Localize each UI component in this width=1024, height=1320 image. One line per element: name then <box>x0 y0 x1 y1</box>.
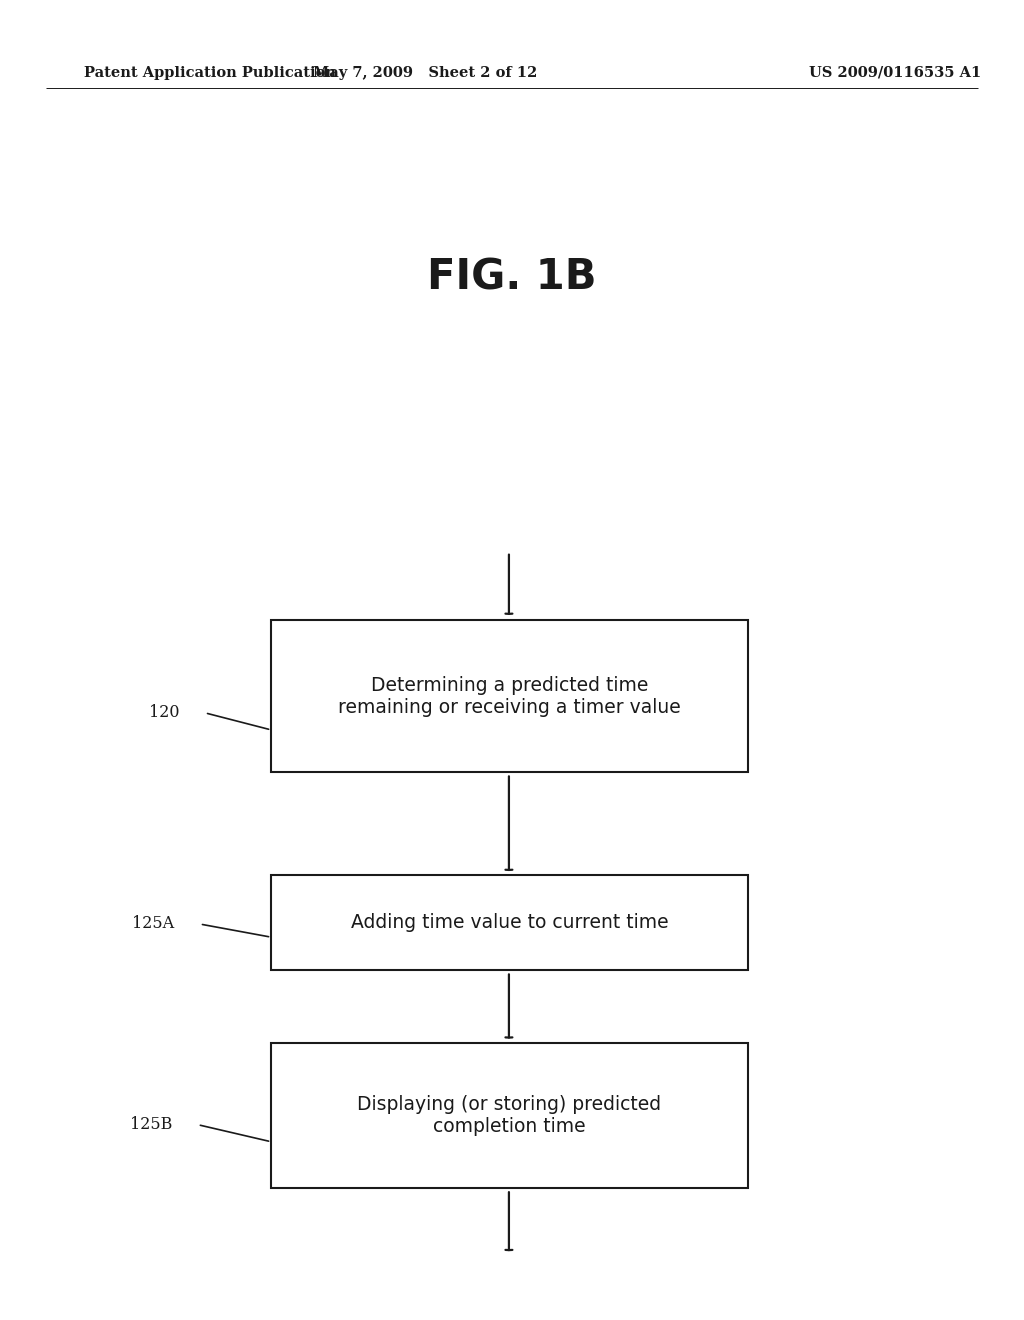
Text: US 2009/0116535 A1: US 2009/0116535 A1 <box>809 66 981 79</box>
Text: FIG. 1B: FIG. 1B <box>427 256 597 298</box>
Bar <box>271 620 748 772</box>
Text: 125A: 125A <box>132 916 174 932</box>
Bar <box>271 875 748 970</box>
Text: 125B: 125B <box>130 1117 172 1133</box>
Text: Patent Application Publication: Patent Application Publication <box>84 66 336 79</box>
Text: Adding time value to current time: Adding time value to current time <box>350 913 669 932</box>
Text: May 7, 2009   Sheet 2 of 12: May 7, 2009 Sheet 2 of 12 <box>312 66 538 79</box>
Bar <box>271 1043 748 1188</box>
Text: 120: 120 <box>148 705 179 721</box>
Text: Determining a predicted time
remaining or receiving a timer value: Determining a predicted time remaining o… <box>338 676 681 717</box>
Text: Displaying (or storing) predicted
completion time: Displaying (or storing) predicted comple… <box>357 1094 662 1137</box>
